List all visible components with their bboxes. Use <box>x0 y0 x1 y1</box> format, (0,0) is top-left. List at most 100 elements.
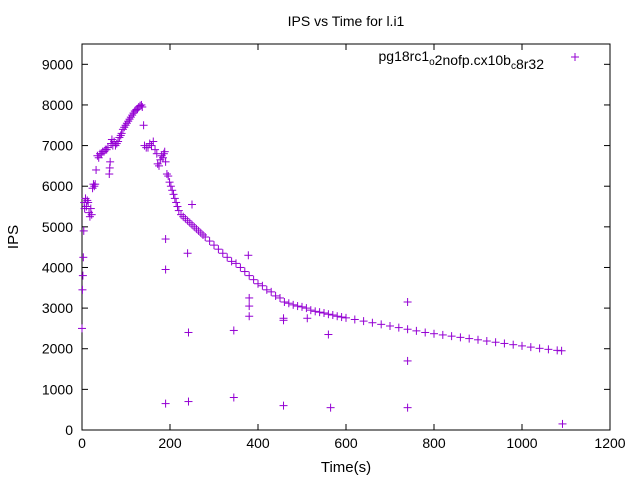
data-point <box>162 170 171 179</box>
data-point <box>276 293 284 302</box>
data-point <box>218 249 227 258</box>
data-point <box>78 271 87 280</box>
data-point <box>284 299 293 308</box>
data-point <box>557 346 566 355</box>
data-point <box>223 253 232 262</box>
data-point <box>161 157 170 166</box>
data-point <box>161 265 170 274</box>
data-point <box>125 115 134 124</box>
data-point <box>173 202 182 211</box>
data-point <box>377 320 386 329</box>
data-point <box>87 210 96 219</box>
data-point <box>170 194 179 203</box>
data-point <box>102 145 111 154</box>
data-point <box>145 139 154 148</box>
data-point <box>350 315 359 324</box>
data-point <box>232 259 240 268</box>
data-point <box>116 131 125 140</box>
data-point <box>138 102 147 111</box>
data-point <box>302 304 311 313</box>
data-point <box>359 317 368 326</box>
data-point <box>245 302 254 311</box>
data-point <box>128 111 137 120</box>
data-point <box>144 143 152 152</box>
data-point <box>168 186 177 195</box>
data-point <box>447 332 456 341</box>
chart-title: IPS vs Time for l.i1 <box>288 13 405 29</box>
data-point <box>337 313 346 322</box>
data-point <box>303 314 312 323</box>
data-point <box>240 267 249 276</box>
y-axis-label: IPS <box>5 225 22 249</box>
data-point <box>117 129 126 138</box>
data-point <box>183 249 192 258</box>
x-tick-label: 0 <box>78 435 86 451</box>
data-point <box>147 141 156 150</box>
data-point <box>199 230 207 239</box>
legend-subscript: o <box>429 57 435 68</box>
data-point <box>79 253 88 262</box>
data-point <box>83 196 92 205</box>
legend-text-part: pg18rc1 <box>379 48 430 64</box>
data-point <box>115 133 124 142</box>
data-point <box>118 125 127 134</box>
x-tick-label: 1200 <box>594 435 625 451</box>
data-point <box>112 139 121 148</box>
data-point <box>169 190 178 199</box>
data-point <box>214 245 223 254</box>
data-point <box>518 341 526 350</box>
data-point <box>196 228 205 237</box>
data-point <box>174 206 183 215</box>
data-point <box>152 149 161 158</box>
data-point <box>78 285 87 294</box>
data-point <box>254 279 262 288</box>
data-point <box>326 403 335 412</box>
data-point <box>164 172 173 181</box>
data-point <box>91 180 100 189</box>
data-point <box>465 334 474 343</box>
data-point <box>79 226 88 235</box>
data-point <box>491 338 500 347</box>
plot-area-frame <box>81 43 611 431</box>
data-point <box>245 271 254 280</box>
y-axis: 0 1000 2000 3000 4000 5000 6000 7000 8000 9000 <box>42 56 610 438</box>
data-point <box>121 121 130 130</box>
data-point <box>298 302 306 311</box>
data-point <box>293 302 302 311</box>
data-points <box>78 100 567 428</box>
x-tick-label: 400 <box>246 435 270 451</box>
data-point <box>84 198 93 207</box>
data-point <box>342 313 350 322</box>
data-point <box>92 165 101 174</box>
data-point <box>236 263 245 272</box>
data-point <box>421 328 430 337</box>
data-point <box>205 237 214 246</box>
data-point <box>107 135 116 144</box>
data-point <box>126 113 135 122</box>
data-point <box>201 233 210 241</box>
data-point <box>185 218 194 227</box>
legend-series-label: pg18rc1o2nofp.cx10bc8r32 <box>379 48 545 72</box>
data-point <box>244 251 253 260</box>
data-point <box>227 257 236 266</box>
x-axis: 0 200 400 600 800 1000 1200 <box>78 44 626 451</box>
data-point <box>183 216 192 225</box>
data-point <box>280 298 289 307</box>
data-point <box>194 226 203 235</box>
data-point <box>262 285 271 294</box>
data-point <box>430 329 438 338</box>
data-point <box>122 119 131 128</box>
data-point <box>179 212 188 221</box>
data-point <box>544 345 553 354</box>
y-tick-label: 4000 <box>42 259 73 275</box>
data-point <box>558 419 567 428</box>
data-point <box>153 159 162 168</box>
data-point <box>229 326 238 335</box>
data-point <box>279 314 288 323</box>
data-point <box>315 308 324 317</box>
data-point <box>474 335 482 344</box>
y-tick-label: 3000 <box>42 300 73 316</box>
x-tick-label: 1000 <box>506 435 537 451</box>
data-point <box>159 149 168 158</box>
x-axis-label: Time(s) <box>321 459 371 476</box>
